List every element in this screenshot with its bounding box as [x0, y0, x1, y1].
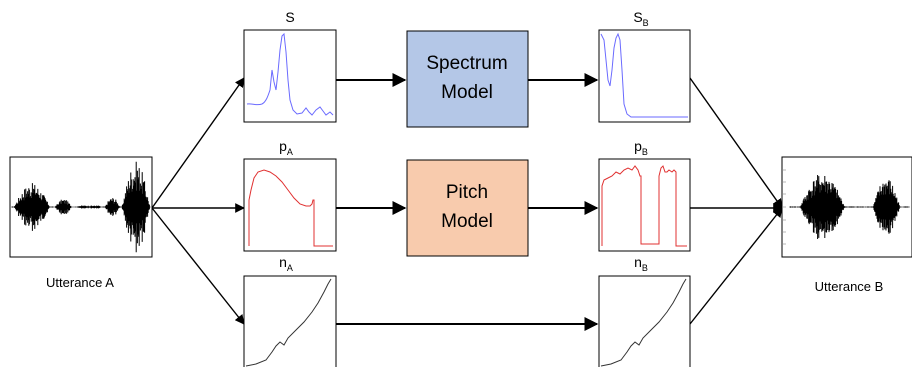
spectrum-model-box: Spectrum Model: [406, 30, 529, 128]
pitch-in-label: pA: [279, 138, 293, 157]
connectors: [151, 73, 783, 331]
arrow-spectrum-out-to-b: [689, 77, 783, 209]
waveform-a-trace: [11, 161, 151, 253]
noise-out-label: nB: [634, 254, 648, 273]
arrow-a-to-noise: [151, 207, 245, 325]
noise-in-plot: [243, 275, 337, 367]
noise-out-frame: [598, 275, 691, 367]
pitch-model-box: Pitch Model: [406, 159, 529, 257]
utterance-b-waveform: [781, 156, 912, 258]
waveform-b-trace: [789, 175, 910, 239]
arrow-noise-out-to-b: [689, 207, 783, 325]
spectrum-out-plot: [598, 29, 691, 123]
spectrum-in-plot: [243, 29, 337, 123]
pitch-model-label-line1: Pitch: [446, 182, 488, 203]
spectrum-out-label: SB: [633, 9, 648, 28]
pitch-model-label-line2: Model: [441, 211, 493, 232]
pitch-out-label: pB: [634, 138, 648, 157]
arrow-a-to-spectrum: [151, 77, 245, 209]
pitch-out-plot: [598, 158, 691, 252]
utterance-a-waveform: [9, 156, 153, 258]
spectrum-out-trace: [600, 32, 688, 118]
pitch-out-trace: [601, 165, 687, 247]
utterance-a-label: Utterance A: [46, 275, 114, 290]
spectrum-model-label-line2: Model: [441, 82, 493, 103]
noise-out-trace: [600, 278, 687, 367]
noise-in-label: nA: [279, 254, 293, 273]
spectrum-in-trace: [246, 32, 334, 116]
utterance-b-label: Utterance B: [815, 279, 884, 294]
utterance-b-ticks: [782, 169, 786, 245]
spectrum-model-label-line1: Spectrum: [426, 53, 507, 74]
pitch-in-trace: [248, 169, 333, 247]
noise-in-trace: [245, 278, 332, 367]
pitch-in-plot: [243, 158, 337, 252]
noise-in-frame: [243, 275, 337, 367]
noise-out-plot: [598, 275, 691, 367]
spectrum-in-label: S: [285, 9, 294, 25]
